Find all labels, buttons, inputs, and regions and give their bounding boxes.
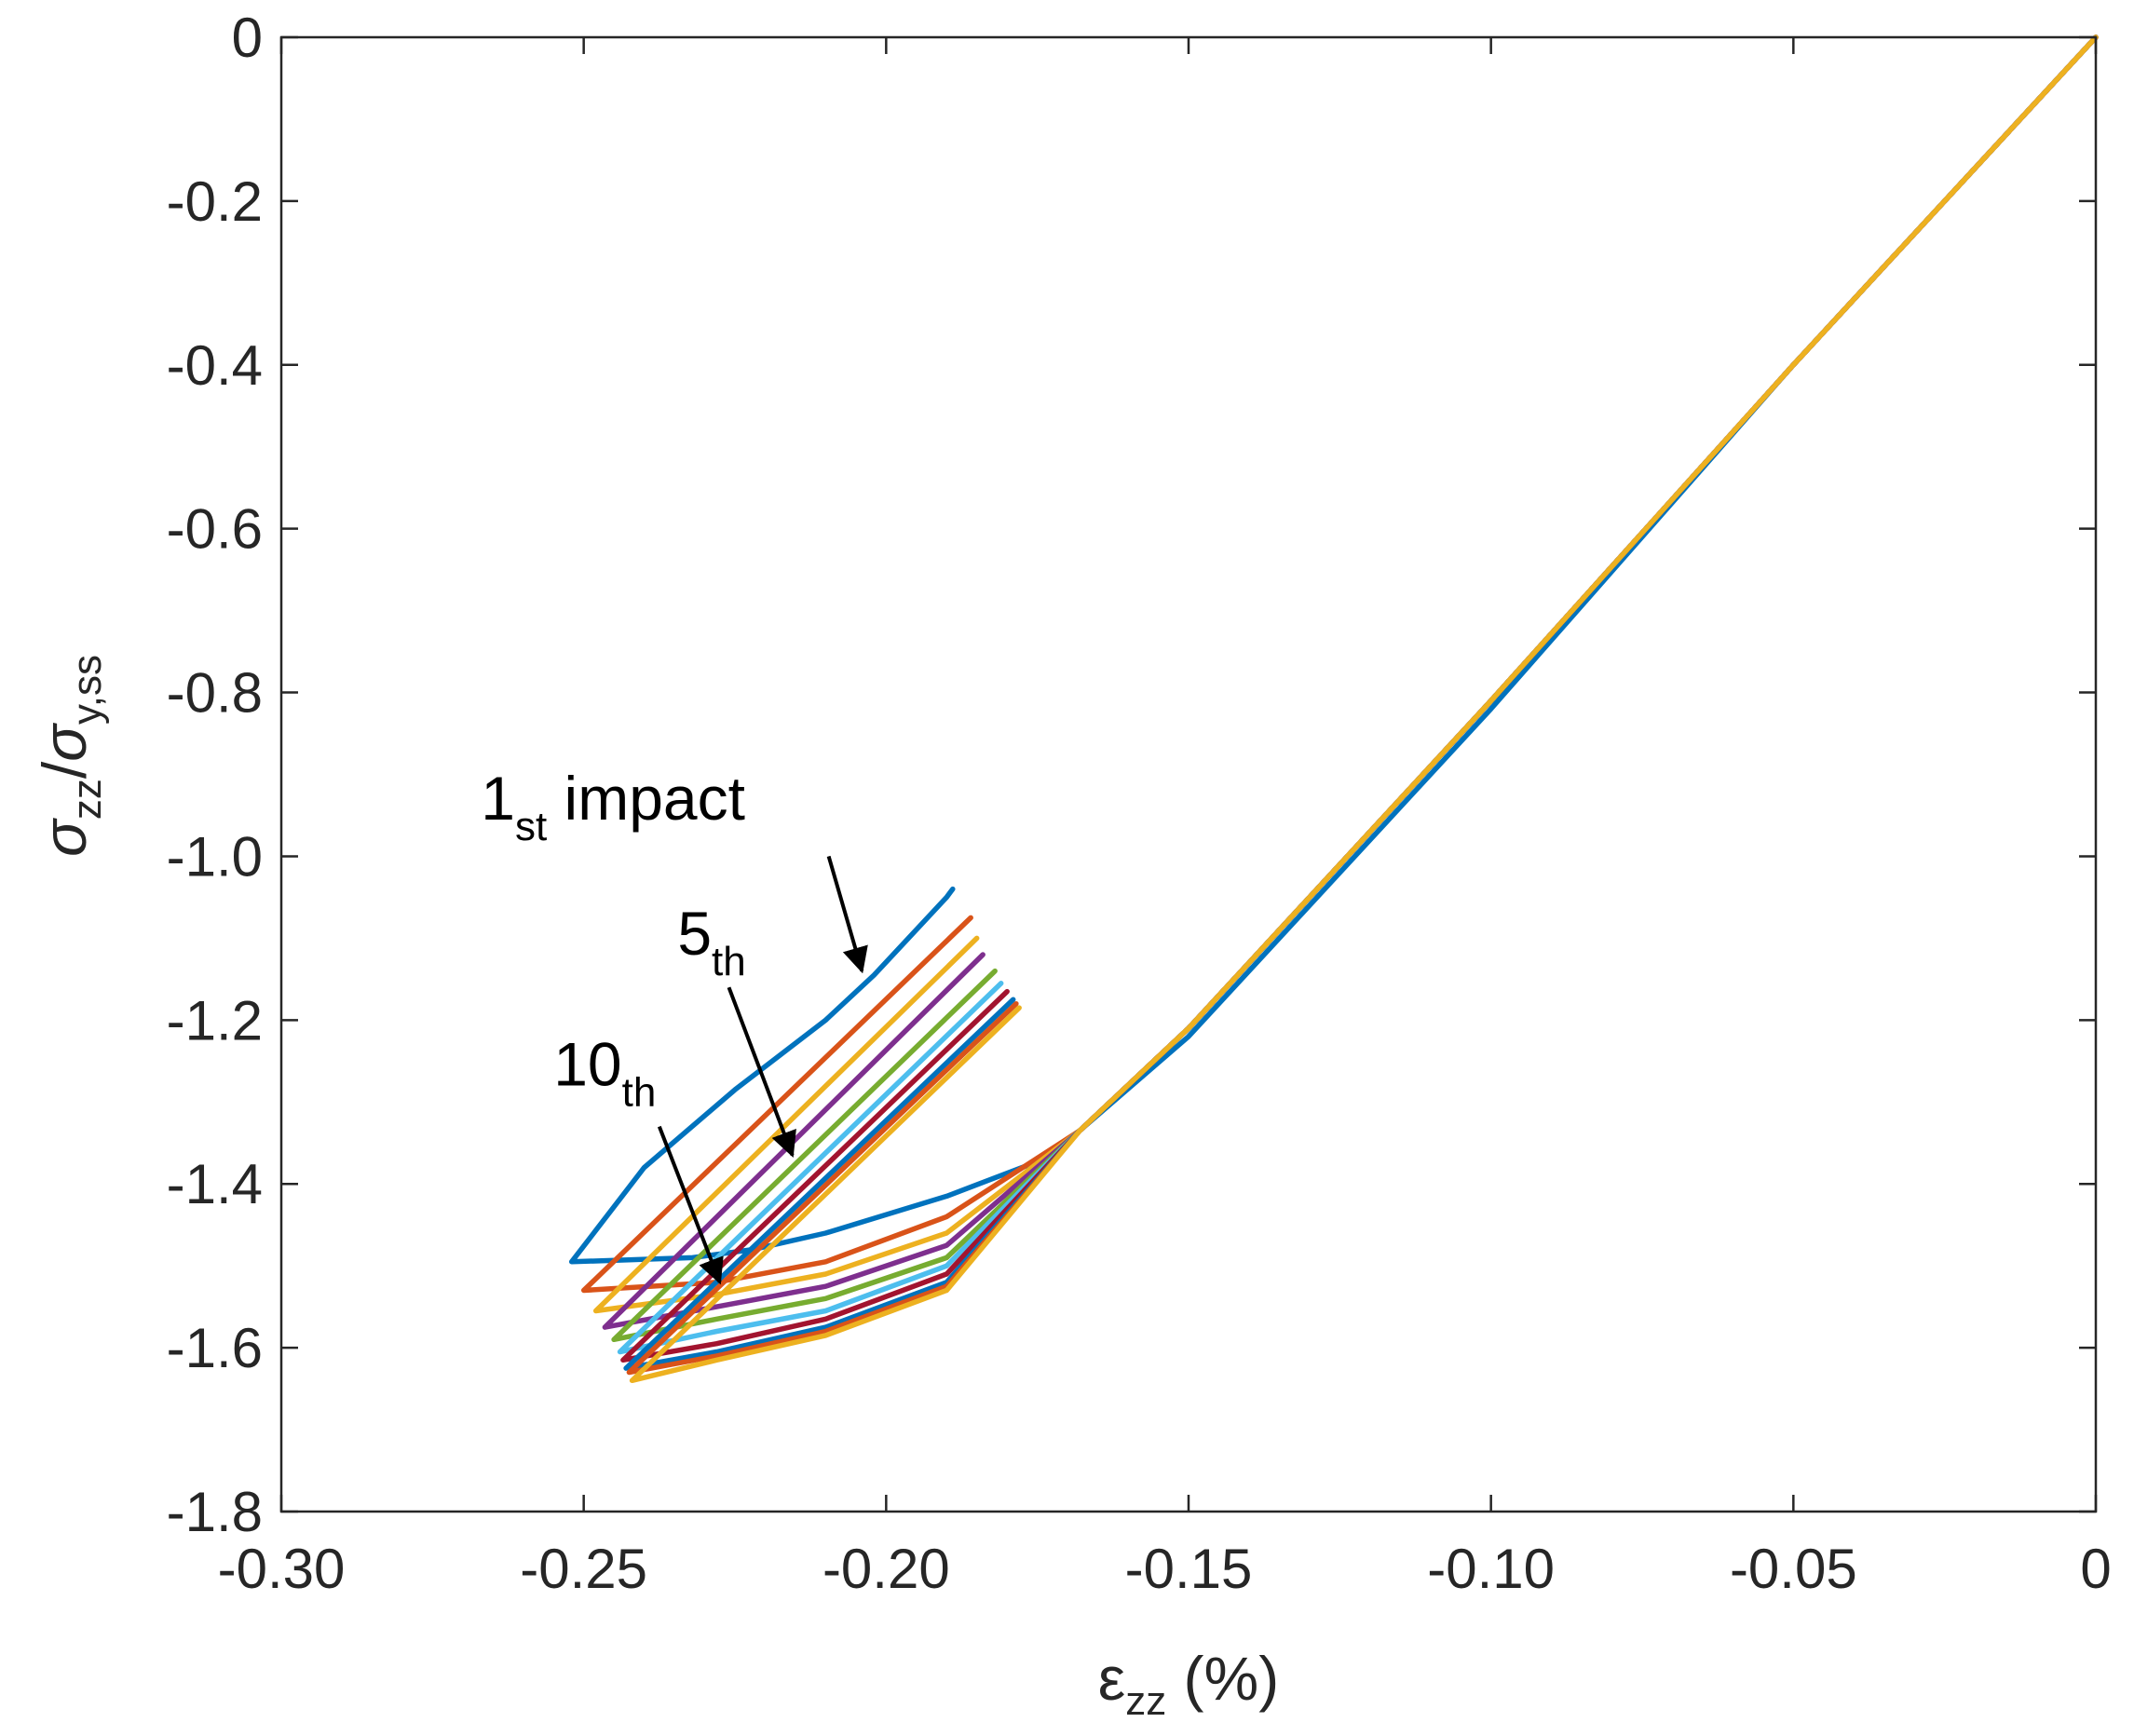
axis-titles: εzz (%) σzz/σy,ss (30, 655, 1279, 1724)
annotation-layer: 1st impact 5th 10th (481, 764, 868, 1285)
x-tick-label: -0.25 (520, 1538, 647, 1600)
x-tick-label: -0.20 (822, 1538, 950, 1600)
x-tick-label: -0.15 (1125, 1538, 1253, 1600)
y-tick-label: -1.6 (167, 1317, 263, 1379)
plot-background (281, 37, 2096, 1512)
annotation-arrow-first (826, 855, 868, 974)
x-tick-label: -0.05 (1730, 1538, 1857, 1600)
ticks-layer: -0.30 -0.25 -0.20 -0.15 -0.10 -0.05 0 0 -0.2 -0.4… (167, 7, 2112, 1600)
y-tick-label: -1.0 (167, 825, 263, 888)
x-tick-label: -0.10 (1427, 1538, 1555, 1600)
y-tick-label: -0.8 (167, 662, 263, 725)
x-axis-title: εzz (%) (1098, 1644, 1279, 1724)
x-tick-label: -0.30 (218, 1538, 346, 1600)
annotation-label-tenth: 10th (553, 1030, 656, 1116)
y-tick-label: -0.2 (167, 170, 263, 233)
y-tick-label: -1.2 (167, 989, 263, 1051)
series-layer (568, 34, 2099, 1384)
y-tick-label: -0.4 (167, 334, 263, 397)
y-tick-label: 0 (232, 7, 263, 69)
annotation-arrow-tenth (657, 1125, 724, 1285)
annotation-label-fifth: 5th (677, 899, 745, 984)
y-tick-label: -1.8 (167, 1481, 263, 1543)
annotation-arrow-fifth (727, 986, 796, 1159)
y-tick-label: -1.4 (167, 1153, 263, 1215)
x-tick-label: 0 (2080, 1538, 2111, 1600)
y-tick-label: -0.6 (167, 498, 263, 561)
series-line-10 (629, 34, 2099, 1384)
annotation-label-first: 1st impact (481, 764, 745, 849)
y-axis-title: σzz/σy,ss (30, 655, 110, 857)
